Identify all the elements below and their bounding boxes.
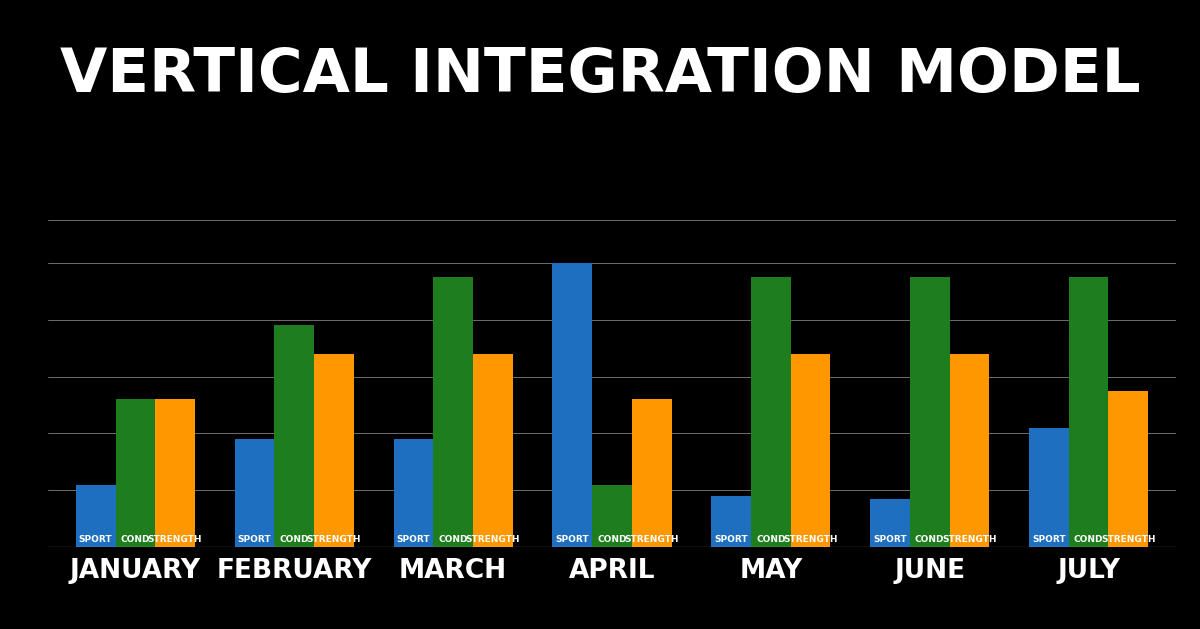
Text: STRENGTH: STRENGTH	[307, 535, 361, 544]
Text: COND: COND	[280, 535, 310, 544]
Bar	[751, 277, 791, 547]
Bar	[910, 277, 949, 547]
Text: SPORT: SPORT	[79, 535, 113, 544]
Text: STRENGTH: STRENGTH	[466, 535, 520, 544]
Text: STRENGTH: STRENGTH	[1102, 535, 1156, 544]
Bar	[275, 325, 314, 547]
Bar	[115, 399, 155, 547]
Bar	[394, 439, 433, 547]
Bar	[592, 485, 632, 547]
Bar	[433, 277, 473, 547]
Bar	[552, 263, 592, 547]
Text: COND: COND	[598, 535, 626, 544]
Bar	[1030, 428, 1069, 547]
Bar	[791, 354, 830, 547]
Text: SPORT: SPORT	[1032, 535, 1066, 544]
Bar	[155, 399, 194, 547]
Text: SPORT: SPORT	[238, 535, 271, 544]
Text: STRENGTH: STRENGTH	[624, 535, 679, 544]
Bar	[632, 399, 672, 547]
Bar	[235, 439, 275, 547]
Bar	[1109, 391, 1148, 547]
Text: SPORT: SPORT	[396, 535, 431, 544]
Bar	[473, 354, 512, 547]
Bar	[1069, 277, 1109, 547]
Text: STRENGTH: STRENGTH	[148, 535, 203, 544]
Bar	[76, 485, 115, 547]
Text: STRENGTH: STRENGTH	[784, 535, 838, 544]
Bar	[870, 499, 910, 547]
Text: COND: COND	[438, 535, 468, 544]
Text: SPORT: SPORT	[874, 535, 907, 544]
Text: VERTICAL INTEGRATION MODEL: VERTICAL INTEGRATION MODEL	[60, 46, 1140, 105]
Text: STRENGTH: STRENGTH	[942, 535, 997, 544]
Bar	[949, 354, 989, 547]
Text: SPORT: SPORT	[714, 535, 748, 544]
Text: COND: COND	[121, 535, 150, 544]
Bar	[314, 354, 354, 547]
Text: COND: COND	[756, 535, 786, 544]
Text: COND: COND	[914, 535, 944, 544]
Text: SPORT: SPORT	[556, 535, 589, 544]
Text: COND: COND	[1074, 535, 1103, 544]
Bar	[712, 496, 751, 547]
